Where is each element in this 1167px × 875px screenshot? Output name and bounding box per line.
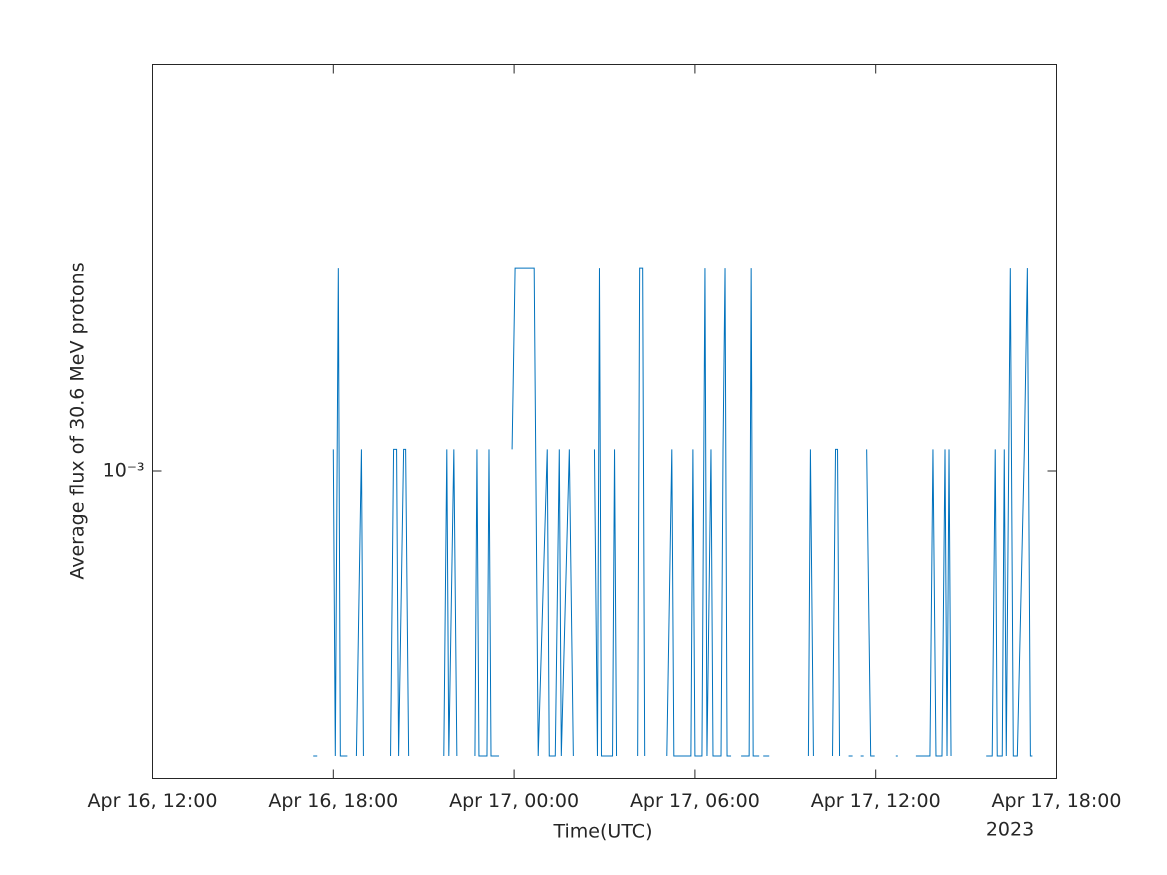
x-tick-label: Apr 17, 00:00	[449, 790, 579, 812]
x-tick-label: Apr 17, 06:00	[630, 790, 760, 812]
y-axis-label: Average flux of 30.6 MeV protons	[67, 262, 89, 579]
x-tick-label: Apr 17, 18:00	[992, 790, 1122, 812]
x-tick-label: Apr 16, 18:00	[268, 790, 398, 812]
x-axis-label: Time(UTC)	[553, 821, 653, 843]
y-tick-label: 10⁻³	[103, 459, 145, 481]
x-year-label: 2023	[986, 819, 1034, 841]
data-line	[313, 267, 1033, 757]
x-tick-label: Apr 16, 12:00	[88, 790, 218, 812]
x-tick-label: Apr 17, 12:00	[811, 790, 941, 812]
axes-box	[152, 64, 1057, 779]
